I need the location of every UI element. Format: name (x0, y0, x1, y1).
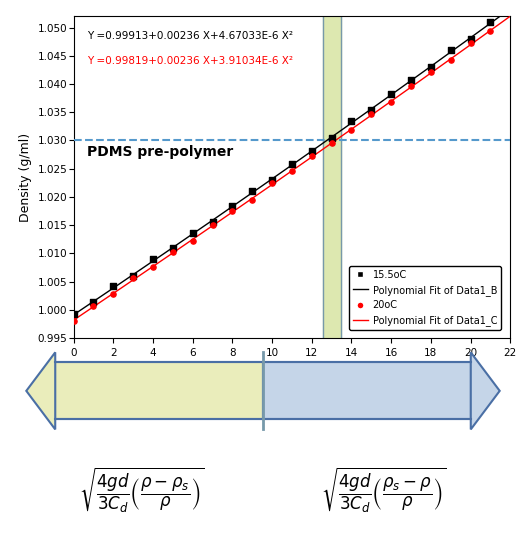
Point (69, 309, 78, 318)
Point (228, 207, 237, 215)
Point (89, 301, 98, 310)
Legend: 15.5oC, Polynomial Fit of Data1_B, 20oC, Polynomial Fit of Data1_C: 15.5oC, Polynomial Fit of Data1_B, 20oC,… (349, 266, 501, 330)
Point (308, 146, 316, 155)
Text: Y =0.99819+0.00236 X+3.91034E-6 X²: Y =0.99819+0.00236 X+3.91034E-6 X² (87, 56, 293, 67)
Point (208, 221, 217, 229)
Point (407, 82, 415, 90)
Point (169, 244, 177, 253)
Point (129, 272, 137, 280)
Point (288, 160, 296, 168)
Point (367, 105, 376, 114)
Point (268, 176, 276, 184)
Point (129, 274, 137, 282)
Point (69, 316, 78, 325)
Point (109, 282, 117, 291)
Bar (322, 16, 340, 338)
Point (467, 39, 475, 48)
Point (387, 89, 396, 98)
Polygon shape (26, 352, 55, 430)
FancyBboxPatch shape (55, 362, 263, 419)
Point (248, 195, 257, 204)
Point (208, 217, 217, 226)
Point (288, 167, 296, 176)
Point (327, 133, 336, 142)
Point (169, 247, 177, 256)
Point (427, 63, 435, 71)
Point (447, 56, 455, 64)
Text: Y =0.99913+0.00236 X+4.67033E-6 X²: Y =0.99913+0.00236 X+4.67033E-6 X² (87, 31, 293, 41)
Point (347, 126, 356, 135)
Point (467, 35, 475, 43)
Point (89, 298, 98, 306)
Point (407, 76, 415, 84)
Point (188, 237, 197, 246)
Point (228, 202, 237, 210)
Point (109, 290, 117, 299)
Point (427, 68, 435, 77)
Polygon shape (471, 352, 500, 430)
Text: $\sqrt{\dfrac{4gd}{3C_d}\left(\dfrac{\rho_s - \rho}{\rho}\right)}$: $\sqrt{\dfrac{4gd}{3C_d}\left(\dfrac{\rh… (321, 466, 447, 515)
Text: $\sqrt{\dfrac{4gd}{3C_d}\left(\dfrac{\rho - \rho_s}{\rho}\right)}$: $\sqrt{\dfrac{4gd}{3C_d}\left(\dfrac{\rh… (79, 466, 205, 515)
Point (188, 228, 197, 237)
Point (327, 138, 336, 147)
Point (248, 187, 257, 195)
Point (149, 263, 157, 272)
Point (149, 254, 157, 263)
Point (268, 179, 276, 187)
Point (347, 117, 356, 126)
Point (486, 27, 494, 35)
Point (387, 97, 396, 106)
Point (447, 46, 455, 55)
Point (486, 18, 494, 27)
Text: PDMS pre-polymer: PDMS pre-polymer (87, 145, 233, 159)
Y-axis label: Density (g/ml): Density (g/ml) (19, 133, 32, 222)
X-axis label: Glycerol %: Glycerol % (258, 364, 326, 377)
Point (367, 109, 376, 118)
FancyBboxPatch shape (263, 362, 471, 419)
Point (308, 151, 316, 160)
